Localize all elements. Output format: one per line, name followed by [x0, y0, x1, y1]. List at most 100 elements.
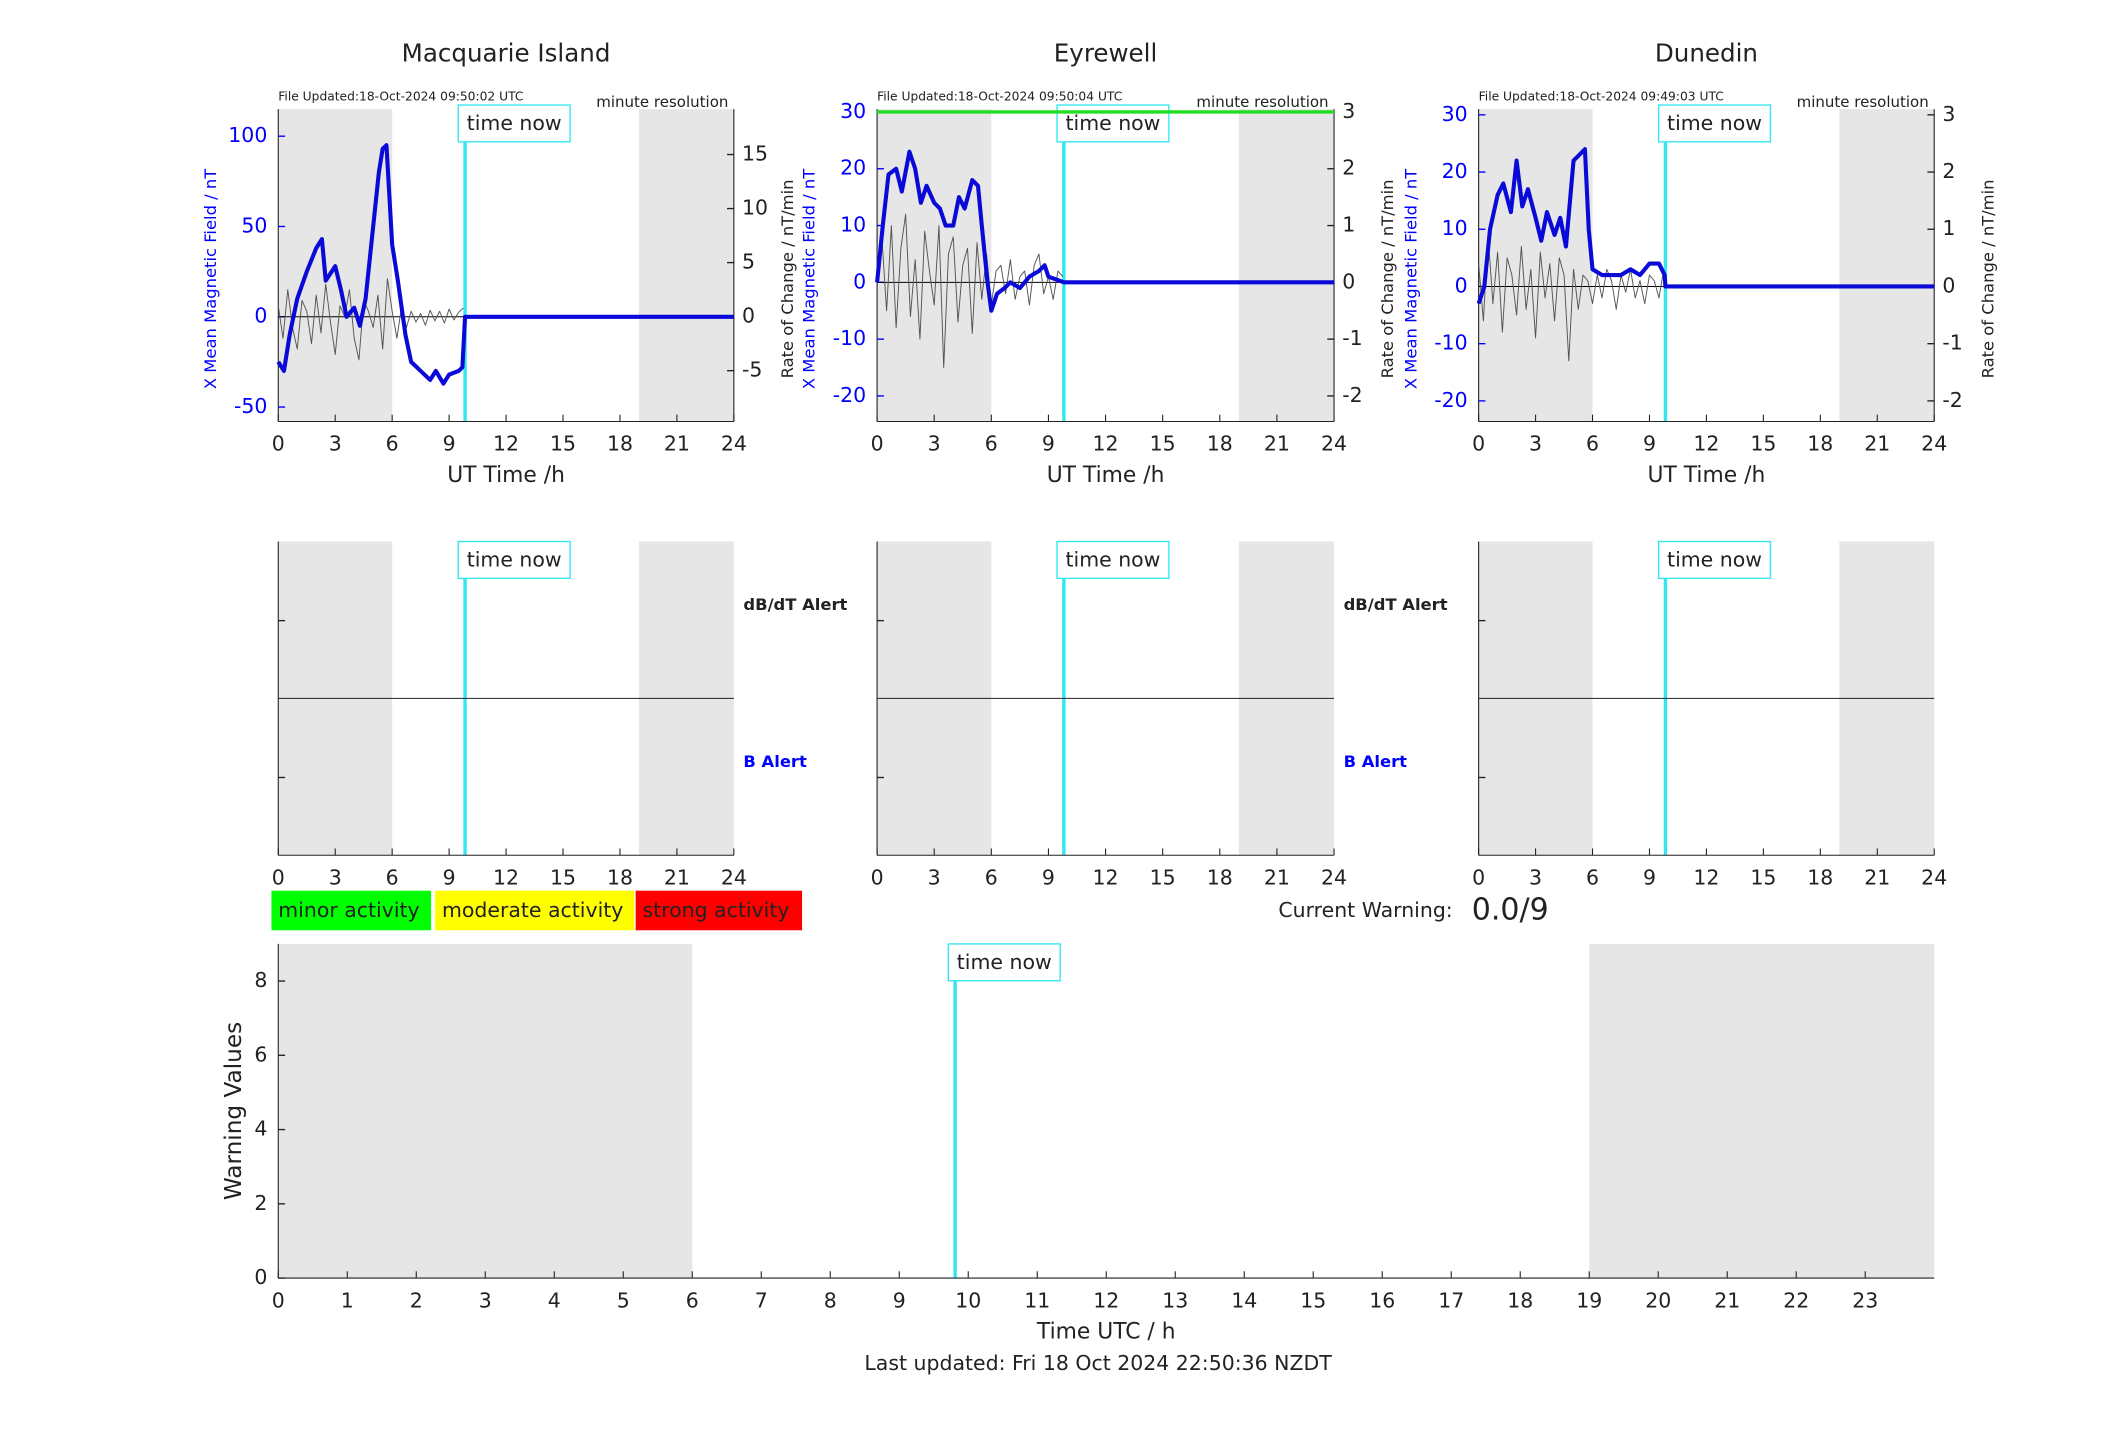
shaded-region	[278, 943, 693, 1279]
footer: Last updated: Fri 18 Oct 2024 22:50:36 N…	[864, 1351, 1332, 1375]
x-tick-label: 21	[1264, 865, 1290, 889]
y2-axis-label: Rate of Change / nT/min	[1978, 179, 1997, 378]
file-updated: File Updated:18-Oct-2024 09:50:04 UTC	[877, 89, 1122, 103]
x-axis-label: UT Time /h	[1648, 463, 1766, 488]
shaded-region	[1839, 109, 1935, 422]
series-line	[276, 143, 734, 386]
x-tick-label: 18	[1507, 1288, 1533, 1312]
series-line	[876, 213, 1064, 369]
x-tick-label: 6	[686, 1288, 699, 1312]
x-tick-label: 12	[493, 432, 519, 456]
x-tick-label: 3	[329, 432, 342, 456]
x-tick-label: 18	[1207, 432, 1233, 456]
series-line	[1476, 147, 1935, 305]
x-tick-label: 3	[928, 432, 941, 456]
y2-tick-label: 2	[1342, 156, 1355, 180]
resolution: minute resolution	[596, 93, 728, 111]
x-tick-label: 6	[1586, 432, 1599, 456]
time-now-label: time now	[1667, 111, 1762, 135]
x-tick-label: 3	[928, 865, 941, 889]
chart-title: Eyrewell	[1054, 39, 1158, 68]
x-tick-label: 9	[1042, 865, 1055, 889]
y-tick-label: 4	[254, 1117, 267, 1141]
file-updated: File Updated:18-Oct-2024 09:50:02 UTC	[278, 89, 523, 103]
y-axis-label: X Mean Magnetic Field / nT	[1401, 168, 1420, 389]
x-tick-label: 15	[1300, 1288, 1326, 1312]
db-alert-label: dB/dT Alert	[1344, 595, 1448, 614]
x-tick-label: 21	[1714, 1288, 1740, 1312]
y2-tick-label: 10	[742, 196, 768, 220]
x-tick-label: 12	[1093, 432, 1119, 456]
activity-label: minor activity	[278, 898, 419, 922]
x-tick-label: 3	[329, 865, 342, 889]
y-tick-label: 100	[228, 123, 267, 147]
y-tick-label: -50	[234, 394, 267, 418]
x-tick-label: 3	[1529, 865, 1542, 889]
time-now-box	[457, 540, 571, 580]
x-tick-label: 6	[1586, 865, 1599, 889]
x-tick-label: 5	[617, 1288, 630, 1312]
y-tick-label: 30	[1442, 102, 1468, 126]
time-now-label: time now	[1066, 548, 1161, 572]
x-tick-label: 2	[410, 1288, 423, 1312]
y-tick-label: 20	[840, 156, 866, 180]
y-tick-label: 10	[840, 213, 866, 237]
x-tick-label: 9	[1643, 865, 1656, 889]
y2-tick-label: 0	[742, 304, 755, 328]
y2-tick-label: 3	[1342, 99, 1355, 123]
x-tick-label: 9	[893, 1288, 906, 1312]
x-tick-label: 9	[443, 432, 456, 456]
time-now-box	[947, 943, 1061, 982]
time-now-label: time now	[1667, 548, 1762, 572]
y2-tick-label: 5	[742, 250, 755, 274]
x-axis-label: UT Time /h	[1047, 463, 1165, 488]
x-tick-label: 0	[272, 432, 285, 456]
x-tick-label: 21	[1264, 432, 1290, 456]
y2-tick-label: 0	[1342, 269, 1355, 293]
x-tick-label: 15	[1150, 865, 1176, 889]
x-tick-label: 0	[871, 432, 884, 456]
x-tick-label: 18	[607, 865, 633, 889]
b-alert-label: B Alert	[1344, 752, 1408, 771]
x-tick-label: 1	[341, 1288, 354, 1312]
activity-swatch	[271, 890, 432, 931]
x-tick-label: 21	[664, 432, 690, 456]
time-now-box	[1056, 540, 1170, 580]
x-axis-label: Time UTC / h	[1036, 1320, 1176, 1345]
x-tick-label: 7	[755, 1288, 768, 1312]
x-tick-label: 8	[824, 1288, 837, 1312]
x-tick-label: 6	[985, 865, 998, 889]
x-tick-label: 15	[1750, 865, 1776, 889]
y-tick-label: 20	[1442, 159, 1468, 183]
x-tick-label: 11	[1024, 1288, 1050, 1312]
y-tick-label: 6	[254, 1042, 267, 1066]
x-tick-label: 0	[1472, 865, 1485, 889]
y2-tick-label: 1	[1342, 213, 1355, 237]
db-alert-label: dB/dT Alert	[743, 595, 847, 614]
x-tick-label: 12	[1693, 865, 1719, 889]
x-tick-label: 10	[955, 1288, 981, 1312]
x-tick-label: 16	[1369, 1288, 1395, 1312]
x-tick-label: 4	[548, 1288, 561, 1312]
resolution: minute resolution	[1196, 93, 1328, 111]
series-line	[875, 149, 1335, 313]
x-tick-label: 15	[550, 865, 576, 889]
activity-label: strong activity	[642, 898, 789, 922]
activity-swatch	[635, 890, 803, 931]
x-tick-label: 21	[1864, 865, 1890, 889]
y2-tick-label: 3	[1942, 102, 1955, 126]
x-tick-label: 12	[493, 865, 519, 889]
x-tick-label: 6	[386, 432, 399, 456]
x-tick-label: 21	[664, 865, 690, 889]
y-tick-label: -20	[1434, 388, 1467, 412]
x-tick-label: 0	[272, 865, 285, 889]
x-tick-label: 9	[1042, 432, 1055, 456]
x-tick-label: 15	[550, 432, 576, 456]
x-tick-label: 24	[1921, 432, 1947, 456]
chart-title: Dunedin	[1655, 39, 1758, 68]
y-tick-label: 0	[254, 1265, 267, 1289]
x-tick-label: 24	[721, 432, 747, 456]
activity-swatch	[435, 890, 635, 931]
time-now-label: time now	[467, 548, 562, 572]
